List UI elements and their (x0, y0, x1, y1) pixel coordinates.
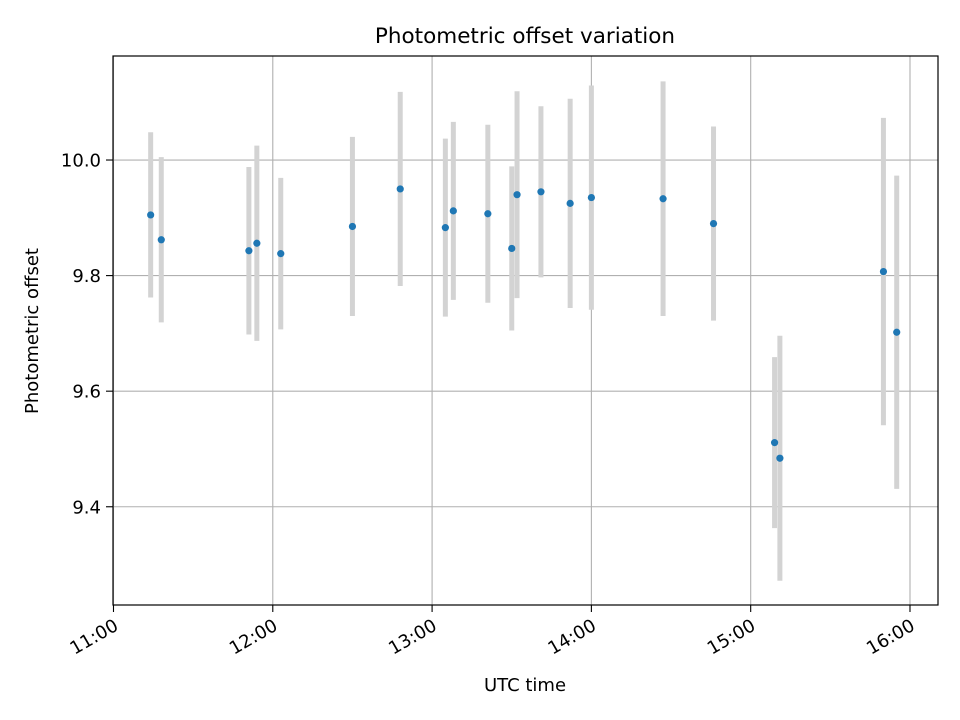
data-point (253, 239, 261, 247)
data-point (348, 222, 357, 231)
data-points (147, 185, 901, 462)
data-point (770, 439, 779, 447)
data-point (277, 250, 285, 258)
data-point (566, 199, 574, 207)
data-point (893, 328, 901, 336)
data-point (508, 244, 516, 253)
data-point (587, 193, 595, 202)
data-point (441, 224, 449, 232)
y-tick-label: 9.4 (72, 497, 101, 518)
data-point (513, 191, 521, 199)
data-point (659, 195, 667, 203)
y-tick-label: 9.8 (72, 266, 101, 287)
data-point (879, 267, 888, 276)
chart-title: Photometric offset variation (375, 24, 675, 49)
y-tick-label: 10.0 (61, 151, 101, 172)
data-point (484, 210, 492, 218)
y-axis-label: Photometric offset (22, 248, 43, 414)
data-point (157, 236, 165, 244)
x-axis-label: UTC time (484, 675, 566, 696)
data-point (776, 454, 784, 462)
data-point (396, 185, 404, 193)
plot-frame (112, 55, 939, 606)
grid (112, 56, 938, 605)
y-tick-label: 9.6 (72, 382, 101, 403)
data-point (147, 211, 155, 219)
data-point (537, 188, 545, 196)
data-point (245, 247, 253, 255)
y-axis: 9.4 9.6 9.8 10.0 (61, 151, 113, 518)
data-point (449, 207, 457, 215)
data-point (709, 219, 718, 228)
